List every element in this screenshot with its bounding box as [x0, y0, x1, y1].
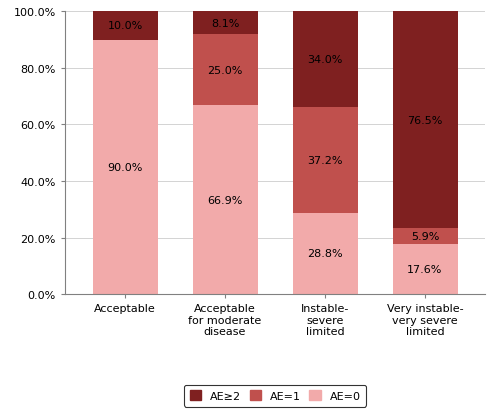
Text: 28.8%: 28.8%	[307, 249, 343, 259]
Bar	[92, 12, 158, 40]
Text: 5.9%: 5.9%	[411, 231, 439, 241]
Text: 34.0%: 34.0%	[308, 55, 342, 65]
Text: 37.2%: 37.2%	[307, 156, 343, 166]
Text: 66.9%: 66.9%	[208, 195, 242, 205]
Bar	[92, 40, 158, 294]
Bar	[292, 213, 358, 294]
Text: 90.0%: 90.0%	[108, 162, 142, 173]
Bar	[192, 106, 258, 294]
Text: 25.0%: 25.0%	[208, 65, 242, 75]
Bar	[292, 108, 358, 213]
Text: 76.5%: 76.5%	[408, 115, 442, 125]
Text: 10.0%: 10.0%	[108, 21, 142, 31]
Bar	[292, 12, 358, 108]
Bar	[392, 228, 458, 245]
Bar	[392, 245, 458, 294]
Bar	[192, 35, 258, 106]
Text: 17.6%: 17.6%	[408, 265, 442, 274]
Text: 8.1%: 8.1%	[211, 19, 239, 29]
Legend: AE≥2, AE=1, AE=0: AE≥2, AE=1, AE=0	[184, 385, 366, 407]
Bar	[192, 12, 258, 35]
Bar	[392, 12, 458, 228]
